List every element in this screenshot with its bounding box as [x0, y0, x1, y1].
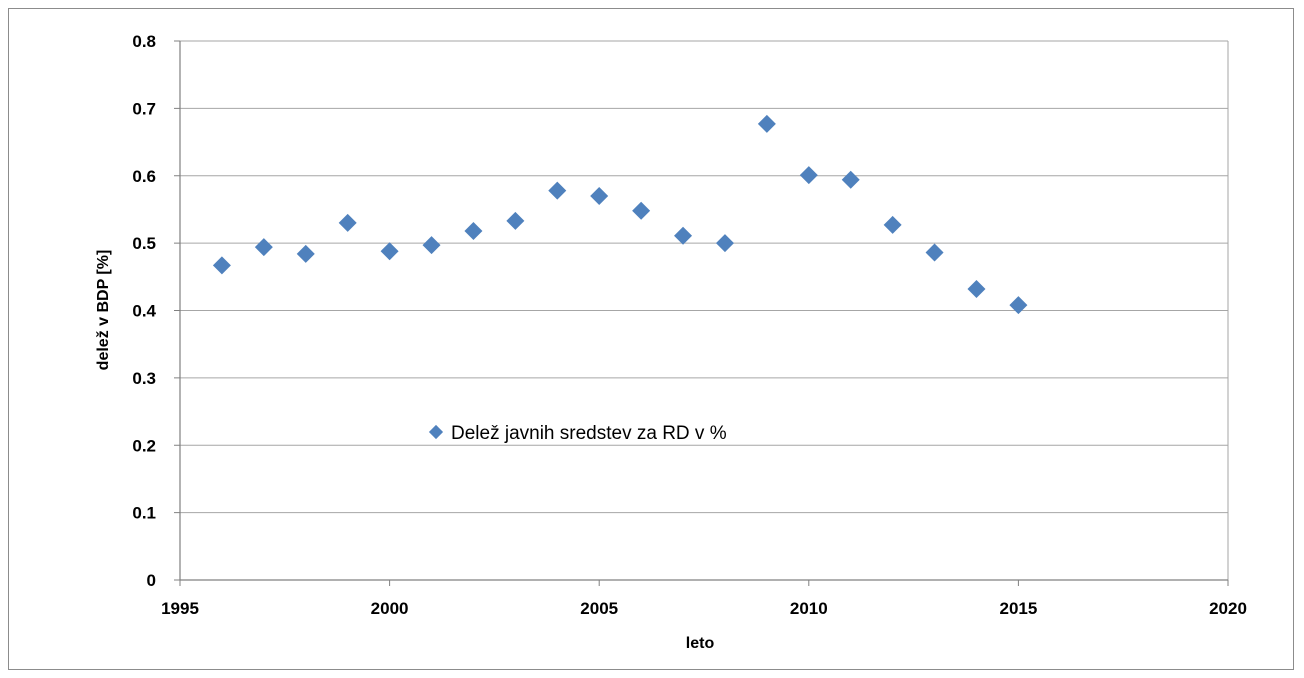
- legend: Delež javnih sredstev za RD v %: [428, 423, 727, 444]
- x-axis-title: leto: [686, 635, 715, 652]
- data-point: [883, 215, 902, 234]
- y-tick-label: 0.7: [132, 99, 156, 118]
- data-point: [380, 242, 399, 261]
- data-point: [1009, 296, 1028, 315]
- legend-label: Delež javnih sredstev za RD v %: [451, 423, 727, 444]
- x-tick-label: 2020: [1209, 599, 1247, 618]
- data-point: [715, 234, 734, 253]
- chart-frame: [8, 8, 1294, 670]
- data-point: [674, 226, 693, 245]
- data-point: [422, 236, 441, 255]
- y-tick-label: 0: [147, 571, 156, 590]
- y-tick-label: 0.5: [132, 234, 156, 253]
- y-tick-label: 0.2: [132, 436, 156, 455]
- data-point: [590, 186, 609, 205]
- x-tick-label: 2015: [999, 599, 1037, 618]
- y-tick-label: 0.1: [132, 504, 156, 523]
- y-axis-title: delež v BDP [%]: [95, 250, 112, 371]
- x-tick-labels: 1995 2000 2005 2010 2015 2020: [161, 599, 1247, 618]
- x-tick-label: 2010: [790, 599, 828, 618]
- x-tick-label: 2000: [371, 599, 409, 618]
- legend-marker-diamond: [428, 424, 444, 440]
- y-tick-label: 0.8: [132, 32, 156, 51]
- data-point: [799, 166, 818, 185]
- data-point: [464, 221, 483, 240]
- data-point: [757, 114, 776, 133]
- axes: [174, 40, 1229, 586]
- x-tick-label: 1995: [161, 599, 199, 618]
- data-point: [338, 213, 357, 232]
- y-tick-labels: 0 0.1 0.2 0.3 0.4 0.5 0.6 0.7 0.8: [132, 32, 156, 590]
- gridlines: [180, 40, 1228, 514]
- data-point: [254, 238, 273, 257]
- data-point: [296, 244, 315, 263]
- data-point: [967, 279, 986, 298]
- y-tick-label: 0.6: [132, 167, 156, 186]
- data-point: [841, 170, 860, 189]
- y-tick-label: 0.3: [132, 369, 156, 388]
- y-tick-label: 0.4: [132, 302, 156, 321]
- data-point: [925, 243, 944, 262]
- data-point: [548, 181, 567, 200]
- x-tick-label: 2005: [580, 599, 618, 618]
- data-point: [506, 211, 525, 230]
- data-points: [212, 114, 1028, 315]
- data-point: [212, 256, 231, 275]
- data-point: [632, 201, 651, 220]
